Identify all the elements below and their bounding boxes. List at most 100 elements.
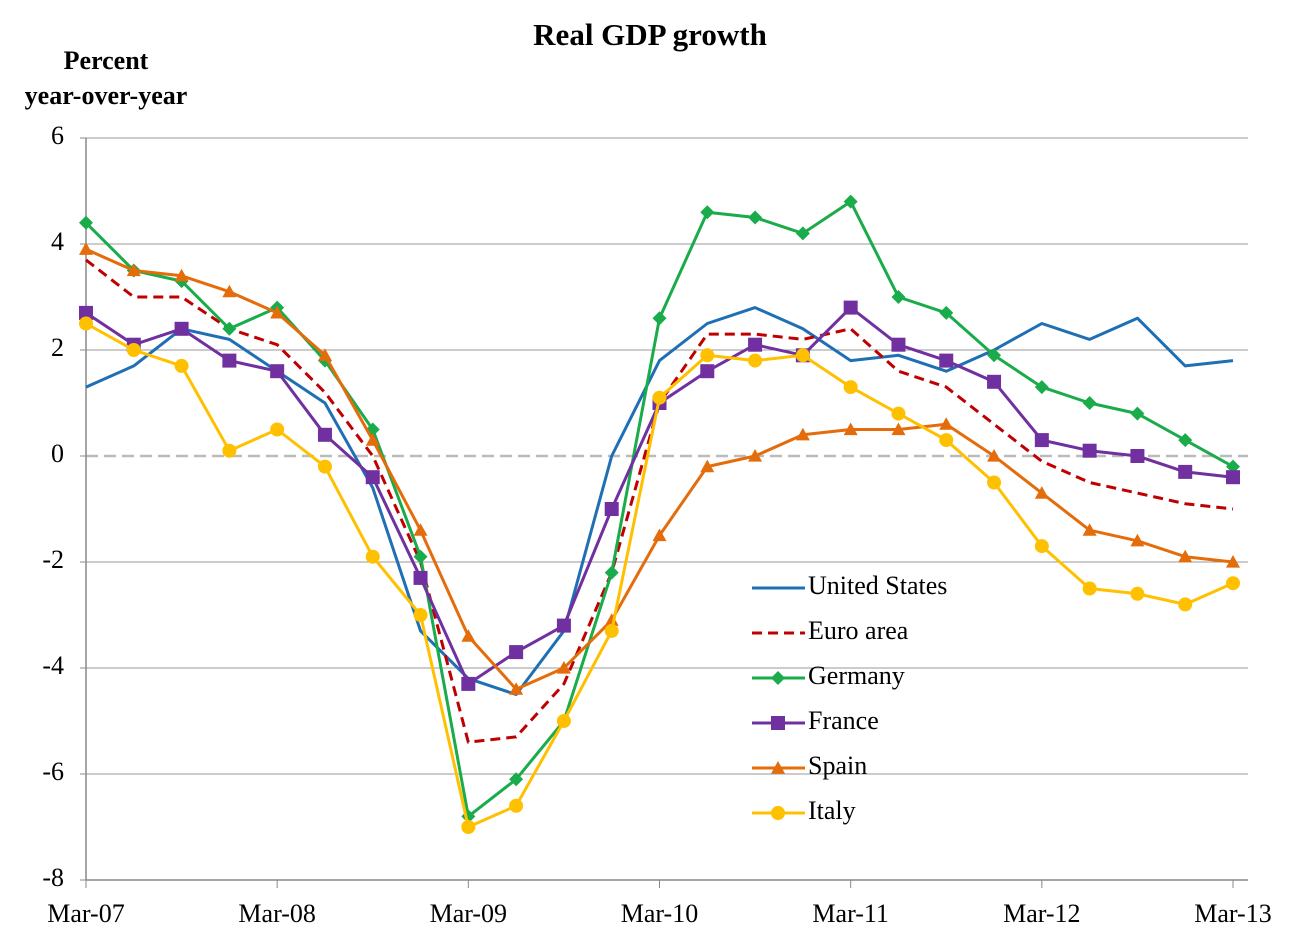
data-point [1130,406,1145,421]
x-tick-label: Mar-07 [47,899,124,928]
y-axis-title: year-over-year [25,81,188,110]
data-point [365,433,380,446]
data-point [222,321,237,336]
legend-label: United States [808,571,947,600]
legend-label: Euro area [808,616,909,645]
data-point [317,348,332,361]
data-point [604,623,619,638]
data-point [604,502,619,516]
data-point [700,205,715,220]
data-point [604,613,619,626]
data-point [413,523,428,536]
data-point [700,459,715,473]
data-point [1226,459,1240,474]
data-point [748,337,763,352]
data-point [891,337,906,352]
data-point [987,348,1002,363]
data-point [365,470,380,485]
legend-marker [771,716,785,730]
legend-label: Germany [808,661,905,690]
data-point [1034,539,1049,554]
data-point [891,406,906,421]
y-tick-label: -8 [42,863,64,892]
data-point [1082,523,1097,536]
data-point [413,608,428,622]
data-point [652,390,667,405]
data-point [174,358,189,373]
data-point [317,459,332,474]
data-point [1178,597,1193,612]
data-point [843,194,858,209]
data-point [652,311,667,326]
data-point [795,226,810,241]
data-point [317,427,332,442]
series-line [85,306,1234,686]
data-point [891,422,906,436]
data-point [270,422,285,437]
x-tick-label: Mar-08 [238,899,315,928]
data-point [1226,576,1240,591]
legend-marker [771,806,785,820]
x-tick-label: Mar-09 [430,899,507,928]
legend-marker [771,671,785,685]
data-point [1082,443,1097,458]
legend-marker [771,761,785,774]
data-point [987,475,1002,490]
y-axis-title: Percent [64,46,149,75]
data-point [1130,449,1145,463]
y-tick-label: 0 [51,439,64,468]
data-point [509,682,524,695]
data-point [79,316,93,331]
data-point [365,549,380,564]
data-point [413,570,428,585]
data-point [700,348,715,363]
data-point [79,242,93,255]
data-point [222,284,237,298]
y-tick-label: 2 [51,333,64,362]
data-point [222,443,237,458]
data-point [987,449,1002,462]
data-point [461,676,476,691]
data-point [748,353,763,368]
data-point [843,380,858,395]
data-point [843,422,858,436]
series-line [85,258,1234,744]
data-point [939,417,954,430]
data-point [79,215,93,230]
data-point [939,305,954,320]
data-point [939,353,954,368]
y-tick-label: 4 [51,227,64,256]
x-tick-label: Mar-13 [1194,899,1271,928]
data-point [891,290,906,304]
data-point [413,549,428,564]
data-point [1178,464,1193,479]
data-point [795,427,810,441]
data-point [222,353,237,368]
data-point [174,268,189,282]
data-point [509,645,524,660]
data-point [1082,396,1097,410]
data-point [748,449,763,462]
data-point [461,820,476,834]
data-point [270,305,285,319]
data-point [1034,433,1049,448]
data-point [843,300,858,315]
legend-label: France [808,706,879,735]
data-point [1178,433,1193,448]
data-point [509,798,524,813]
data-point [987,374,1002,389]
data-point [79,305,93,320]
data-point [748,210,763,225]
data-point [1226,555,1240,568]
y-tick-label: -4 [42,651,64,680]
data-point [939,433,954,448]
data-point [700,364,715,379]
y-tick-label: -2 [42,545,64,574]
data-point [509,772,524,787]
data-point [126,263,141,277]
chart-title: Real GDP growth [533,17,767,52]
data-point [556,618,571,633]
y-tick-label: -6 [42,757,64,786]
data-point [1082,581,1097,596]
